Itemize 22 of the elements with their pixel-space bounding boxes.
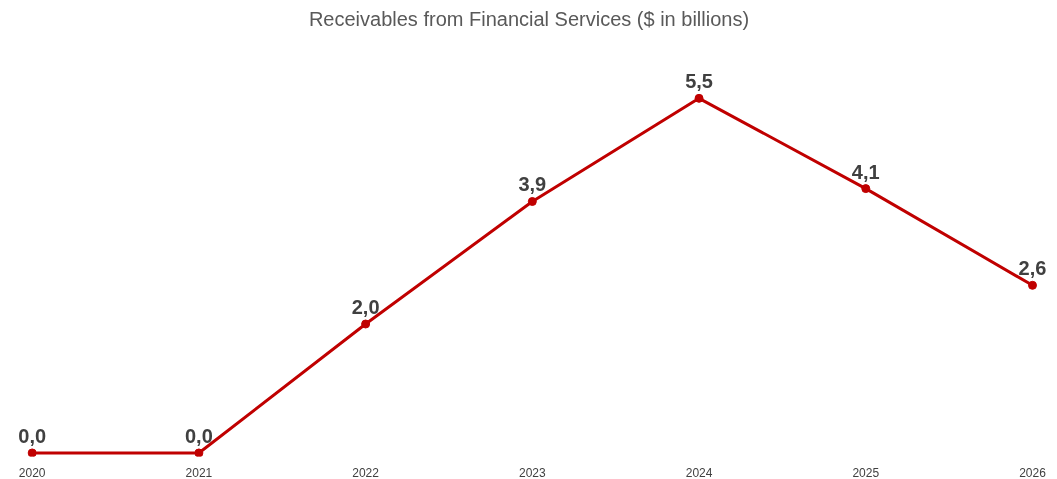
point — [361, 319, 371, 329]
x-tick-label: 2021 — [185, 465, 213, 479]
point — [527, 197, 537, 206]
point — [694, 93, 704, 103]
data-label: 0,0 — [18, 424, 47, 447]
x-tick-label: 2026 — [1019, 465, 1047, 479]
x-tick-label: 2025 — [852, 465, 880, 479]
data-label: 2,6 — [1018, 257, 1047, 280]
x-tick-label: 2024 — [685, 465, 713, 479]
data-label: 2,0 — [351, 296, 380, 318]
data-label: 0,0 — [184, 424, 213, 447]
point — [861, 184, 871, 194]
data-label: 5,5 — [685, 70, 713, 93]
data-label: 4,1 — [851, 160, 880, 183]
data-label: 3,9 — [518, 173, 547, 196]
point — [27, 448, 37, 457]
point — [1028, 280, 1037, 290]
chart-title: Receivables from Financial Services ($ in billions) — [308, 7, 750, 30]
point — [194, 448, 204, 457]
x-tick-label: 2022 — [352, 465, 380, 479]
x-tick-label: 2023 — [518, 465, 547, 479]
x-tick-label: 2020 — [18, 465, 46, 479]
